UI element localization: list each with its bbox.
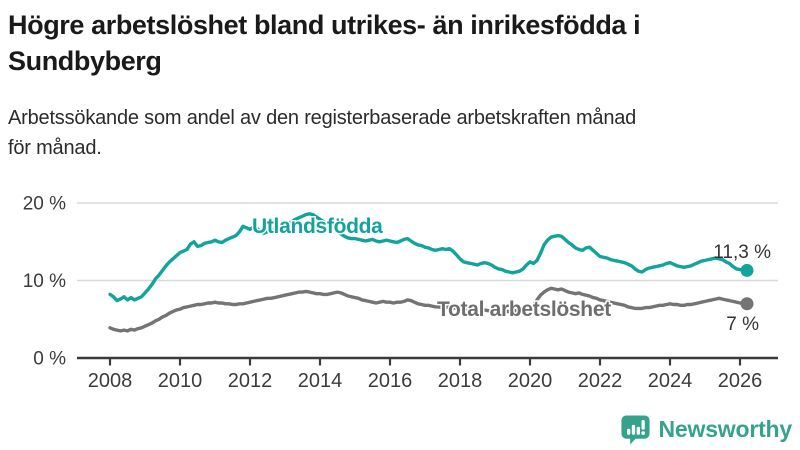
page-title: Högre arbetslöshet bland utrikes- än inr… [0, 0, 800, 79]
series-label-total: Total arbetslöshet [437, 298, 611, 321]
end-label-utlandsfodda: 11,3 % [713, 242, 771, 263]
end-label-total: 7 % [726, 314, 759, 335]
x-axis-label-2014: 2014 [298, 370, 343, 392]
x-axis-label-2016: 2016 [368, 370, 413, 392]
series-line-utlandsfodda [108, 212, 749, 303]
chart-subtitle: Arbetssökande som andel av den registerb… [0, 79, 800, 163]
title-line-2: Sundbyberg [8, 46, 162, 76]
title-line-1: Högre arbetslöshet bland utrikes- än inr… [8, 10, 641, 40]
y-axis-label-20: 20 % [23, 194, 66, 215]
x-axis-label-2018: 2018 [438, 370, 483, 392]
series-label-utlandsfodda: Utlandsfödda [252, 215, 383, 238]
newsworthy-icon [620, 415, 650, 445]
x-axis-label-2024: 2024 [648, 370, 693, 392]
x-axis-label-2026: 2026 [718, 370, 763, 392]
x-axis-label-2020: 2020 [508, 370, 553, 392]
y-axis-label-10: 10 % [23, 271, 66, 292]
x-axis-label-2008: 2008 [88, 370, 133, 392]
newsworthy-logo[interactable]: Newsworthy [620, 414, 792, 445]
series-line-total [108, 286, 749, 333]
newsworthy-wordmark: Newsworthy [658, 416, 793, 442]
x-axis-label-2012: 2012 [228, 370, 273, 392]
x-axis-label-2010: 2010 [158, 370, 203, 392]
subtitle-line-1: Arbetssökande som andel av den registerb… [8, 107, 637, 129]
x-axis-label-2022: 2022 [578, 370, 623, 392]
end-dot-total [740, 297, 754, 311]
subtitle-line-2: för månad. [8, 137, 102, 159]
y-axis-label-0: 0 % [33, 349, 66, 370]
unemployment-line-chart: 20 % 10 % 0 % 2008 2010 2012 2014 2016 2018 2020 2… [23, 194, 778, 392]
end-dot-utlandsfodda [740, 263, 754, 277]
